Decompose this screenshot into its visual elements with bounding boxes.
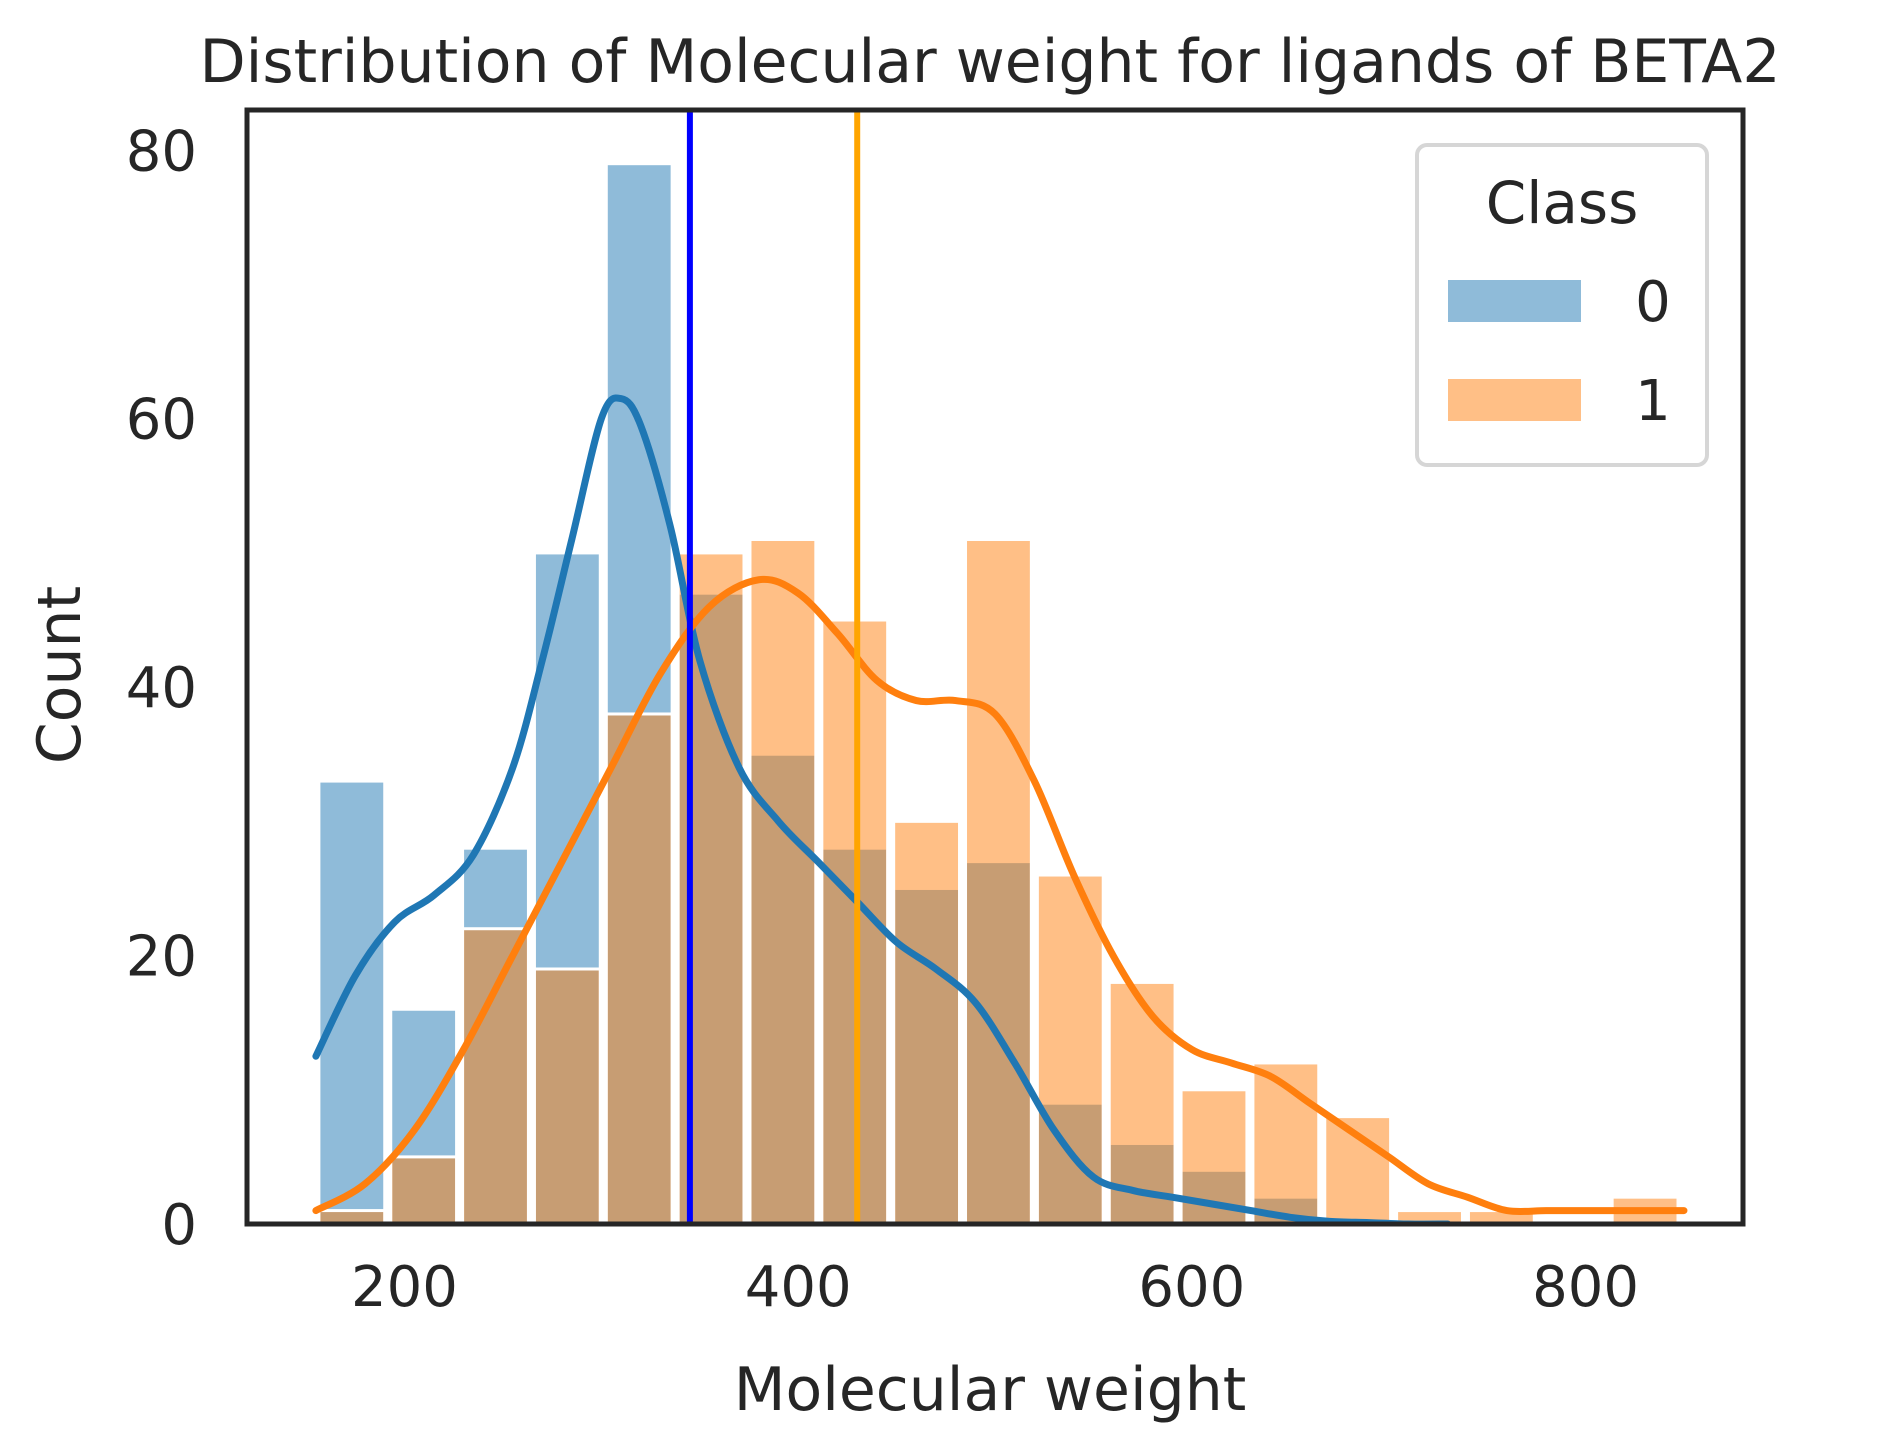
- legend-swatch-0: [1448, 280, 1581, 322]
- x-axis-label: Molecular weight: [734, 1355, 1247, 1425]
- legend: Class 0 1: [1415, 143, 1709, 467]
- kde-line-class-0: [312, 394, 1452, 1224]
- x-tick-label-200: 200: [351, 1255, 458, 1320]
- x-tick-label-600: 600: [1138, 1255, 1245, 1320]
- y-tick-label-20: 20: [126, 925, 197, 990]
- x-tick-label-400: 400: [745, 1255, 852, 1320]
- bar-class-1-bin-4: [604, 712, 674, 1224]
- x-tick-label-800: 800: [1532, 1255, 1639, 1320]
- x-axis: 200 400 600 800: [351, 1255, 1639, 1320]
- plot-area: [244, 107, 1746, 1227]
- bar-class-1-bin-1: [389, 1155, 459, 1224]
- plot-content: [312, 110, 1688, 1224]
- y-axis: 0 20 40 60 80: [126, 119, 197, 1258]
- bar-class-1-bin-2: [461, 927, 530, 1224]
- kde-line-class-1: [312, 575, 1688, 1216]
- bars-class-1: [317, 537, 1680, 1224]
- y-tick-label-40: 40: [126, 656, 197, 721]
- bar-class-1-bin-8: [892, 819, 962, 1224]
- y-axis-label: Count: [25, 586, 95, 764]
- bar-class-1-bin-0: [317, 1209, 387, 1224]
- legend-swatch-1: [1448, 379, 1581, 421]
- bar-class-0-bin-0: [317, 779, 387, 1224]
- legend-label-1: 1: [1635, 369, 1671, 434]
- y-tick-label-80: 80: [126, 119, 197, 184]
- y-tick-label-60: 60: [126, 388, 197, 453]
- legend-label-0: 0: [1635, 270, 1671, 335]
- chart-title: Distribution of Molecular weight for lig…: [199, 27, 1780, 97]
- bar-class-1-bin-6: [748, 537, 818, 1224]
- plot-frame: [244, 107, 1746, 1227]
- bar-class-1-bin-10: [1035, 873, 1105, 1224]
- legend-title: Class: [1486, 169, 1639, 237]
- bar-class-1-bin-11: [1107, 980, 1177, 1224]
- y-tick-label-0: 0: [161, 1193, 197, 1258]
- bar-class-1-bin-3: [532, 967, 602, 1224]
- bar-class-1-bin-9: [964, 537, 1033, 1224]
